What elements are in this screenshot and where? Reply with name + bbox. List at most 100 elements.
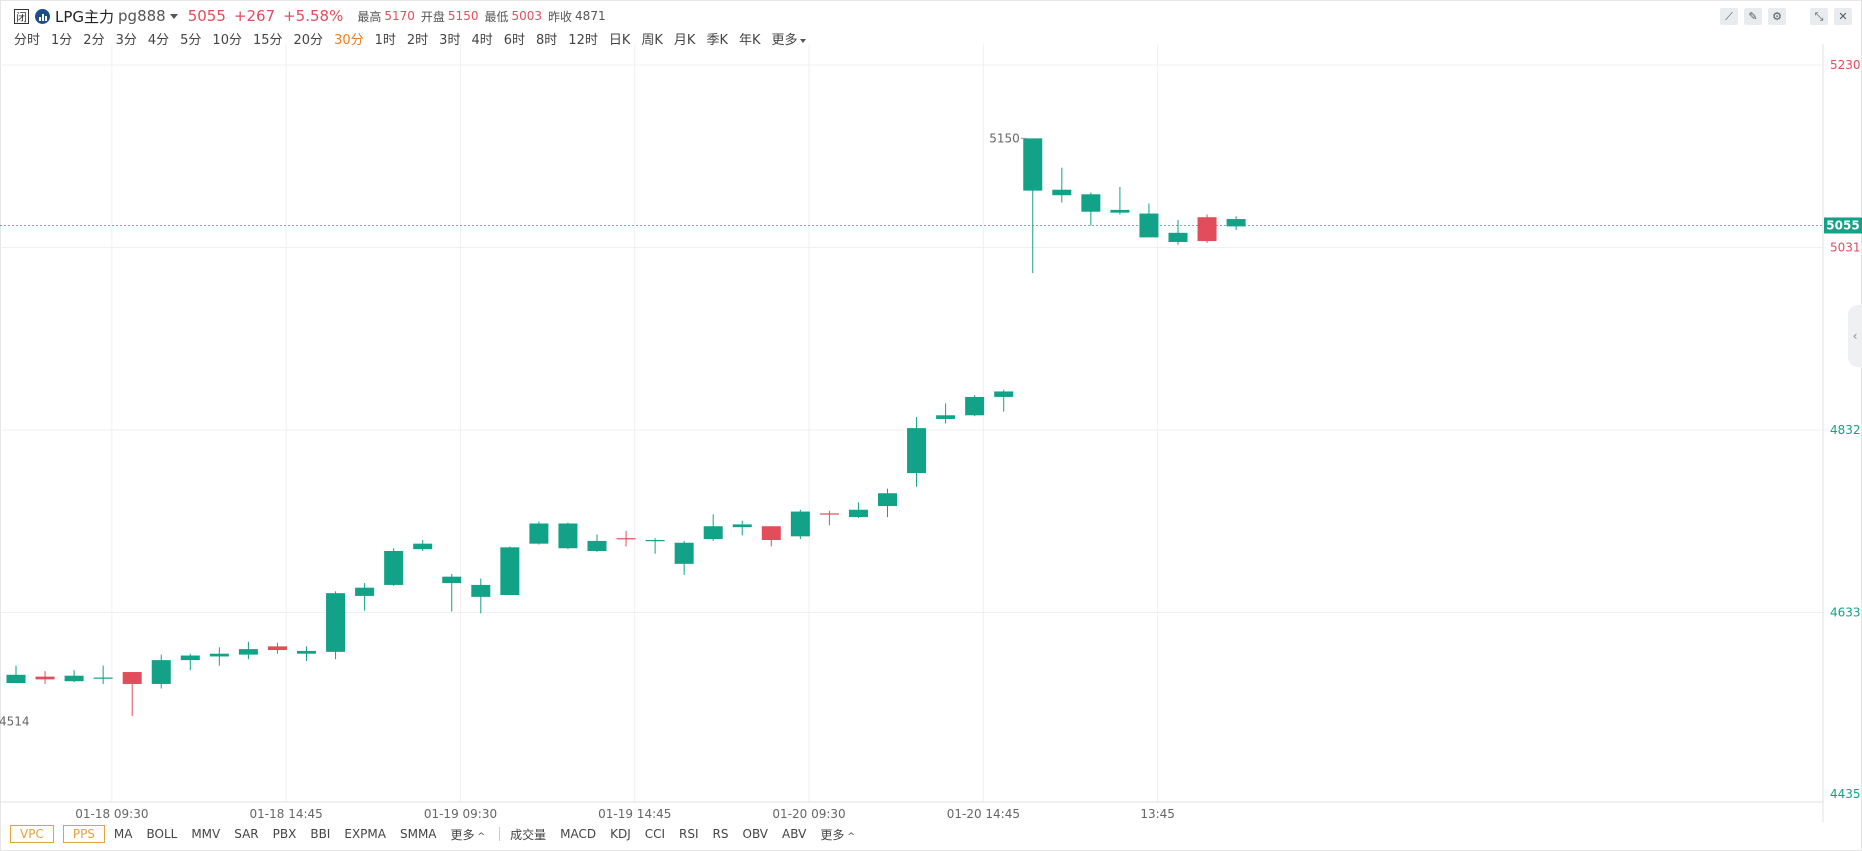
candle-body xyxy=(819,513,839,515)
candle-body xyxy=(878,493,897,507)
candle-body xyxy=(703,526,723,540)
period-option[interactable]: 12时 xyxy=(568,33,598,48)
last-price: 5055 xyxy=(187,7,226,25)
close-icon[interactable]: ✕ xyxy=(1834,8,1852,25)
period-option[interactable]: 年K xyxy=(738,33,761,48)
candle-body xyxy=(1052,189,1072,196)
candle-body xyxy=(355,587,375,596)
chevron-up-icon: ^ xyxy=(477,831,486,842)
period-option[interactable]: 2分 xyxy=(83,33,105,48)
period-option[interactable]: 4时 xyxy=(471,33,493,48)
period-option[interactable]: 2时 xyxy=(406,33,429,48)
last-price-label: 5055 xyxy=(1826,218,1859,232)
period-option[interactable]: 季K xyxy=(706,33,728,48)
low-annotation-label: 4514 xyxy=(0,715,30,729)
candle-body xyxy=(674,542,694,564)
symbol-name[interactable]: LPG主力 xyxy=(55,7,115,26)
period-option[interactable]: 1分 xyxy=(51,33,73,48)
x-tick-label: 01-18 09:30 xyxy=(75,807,148,821)
candle-body xyxy=(1226,219,1246,227)
period-option[interactable]: 1时 xyxy=(374,33,396,48)
x-tick-label: 01-19 09:30 xyxy=(424,807,497,821)
period-option[interactable]: 3时 xyxy=(439,33,461,48)
candle-body xyxy=(732,524,752,528)
period-option[interactable]: 月K xyxy=(673,33,696,48)
chevron-up-icon: ^ xyxy=(847,831,855,842)
sub-indicator[interactable]: MACD xyxy=(560,827,597,841)
main-indicator[interactable]: PBX xyxy=(272,827,297,841)
quote-header: 闭 LPG主力 pg888 5055 +267 +5.58% 最高 5170 开… xyxy=(14,6,606,26)
period-option[interactable]: 15分 xyxy=(252,33,283,48)
sub-indicator[interactable]: 成交量 xyxy=(510,827,547,842)
period-option[interactable]: 日K xyxy=(608,33,631,48)
settings-icon[interactable]: ⚙ xyxy=(1768,8,1786,25)
main-indicator[interactable]: MA xyxy=(113,827,133,841)
sub-indicator-more[interactable]: 更多 ^ xyxy=(820,827,855,842)
period-option[interactable]: 周K xyxy=(641,33,663,48)
candle-body xyxy=(180,655,200,661)
symbol-code[interactable]: pg888 xyxy=(118,7,166,25)
y-tick-label: 5230 xyxy=(1830,58,1861,72)
candle-body xyxy=(616,538,636,540)
indicator-vpc[interactable]: VPC xyxy=(10,825,54,843)
main-indicator[interactable]: MMV xyxy=(191,827,221,841)
period-option[interactable]: 3分 xyxy=(115,33,137,48)
candle-body xyxy=(761,526,781,540)
chart-toolbar: ⟋ ✎ ⚙ ⤡ ✕ xyxy=(1720,8,1852,25)
candlestick-chart[interactable]: 5230 5031 4832 4633 4435 01-18 09:30 01-18 14:… xyxy=(0,44,1862,824)
y-tick-label: 4435 xyxy=(1830,787,1861,801)
candle-body xyxy=(442,576,462,584)
line-drawing-icon[interactable]: ⟋ xyxy=(1720,8,1738,25)
sub-indicator[interactable]: RSI xyxy=(679,827,699,841)
high-annotation-label: 5150 xyxy=(989,131,1020,145)
period-option[interactable]: 6时 xyxy=(503,33,526,48)
period-option[interactable]: 8时 xyxy=(536,33,558,48)
indicator-pps[interactable]: PPS xyxy=(62,825,105,843)
side-panel-toggle[interactable]: ‹ xyxy=(1848,305,1862,367)
candle-body xyxy=(471,584,491,597)
market-closed-badge: 闭 xyxy=(14,8,29,24)
sub-indicator[interactable]: ABV xyxy=(782,827,807,841)
period-option[interactable]: 分时 xyxy=(14,33,41,48)
candle-body xyxy=(500,547,520,596)
y-tick-label: 4633 xyxy=(1830,605,1861,619)
candle-body xyxy=(6,674,26,684)
price-change-percent: +5.58% xyxy=(283,7,344,25)
candle-body xyxy=(645,539,665,542)
candle-body xyxy=(936,415,956,419)
candle-body xyxy=(529,523,549,544)
candle-body xyxy=(384,551,404,585)
main-indicator[interactable]: BBI xyxy=(310,827,331,841)
main-indicator[interactable]: BOLL xyxy=(146,827,178,841)
divider xyxy=(499,827,501,841)
collapse-icon[interactable]: ⤡ xyxy=(1810,8,1828,25)
candle-body xyxy=(297,650,316,654)
period-option[interactable]: 4分 xyxy=(147,33,170,48)
main-indicator[interactable]: SMMA xyxy=(399,827,437,841)
period-more[interactable]: 更多 xyxy=(772,29,806,48)
period-option[interactable]: 30分 xyxy=(334,33,364,48)
chevron-down-icon[interactable] xyxy=(169,13,178,19)
sub-indicator[interactable]: RS xyxy=(712,827,729,841)
sub-indicator[interactable]: KDJ xyxy=(610,827,631,841)
sub-indicator[interactable]: CCI xyxy=(644,827,666,841)
high-value: 5170 xyxy=(384,9,415,23)
sub-indicator[interactable]: OBV xyxy=(742,827,769,841)
candle-body xyxy=(151,660,171,684)
pencil-icon[interactable]: ✎ xyxy=(1744,8,1762,25)
candle-body xyxy=(994,391,1014,397)
candle-body xyxy=(587,540,607,551)
main-indicator[interactable]: EXPMA xyxy=(344,827,386,841)
main-indicator[interactable]: SAR xyxy=(234,827,259,841)
main-indicator-more[interactable]: 更多 ^ xyxy=(450,827,486,842)
period-option[interactable]: 5分 xyxy=(180,33,202,48)
candle-body xyxy=(122,672,142,684)
x-tick-label: 01-20 09:30 xyxy=(772,807,845,821)
prev-close-value: 4871 xyxy=(575,9,606,23)
candle-body xyxy=(1168,232,1188,242)
bar-chart-icon xyxy=(35,8,50,24)
period-option[interactable]: 10分 xyxy=(212,33,242,48)
candle-body xyxy=(1023,138,1043,191)
period-option[interactable]: 20分 xyxy=(293,33,324,48)
candle-body xyxy=(209,653,229,657)
